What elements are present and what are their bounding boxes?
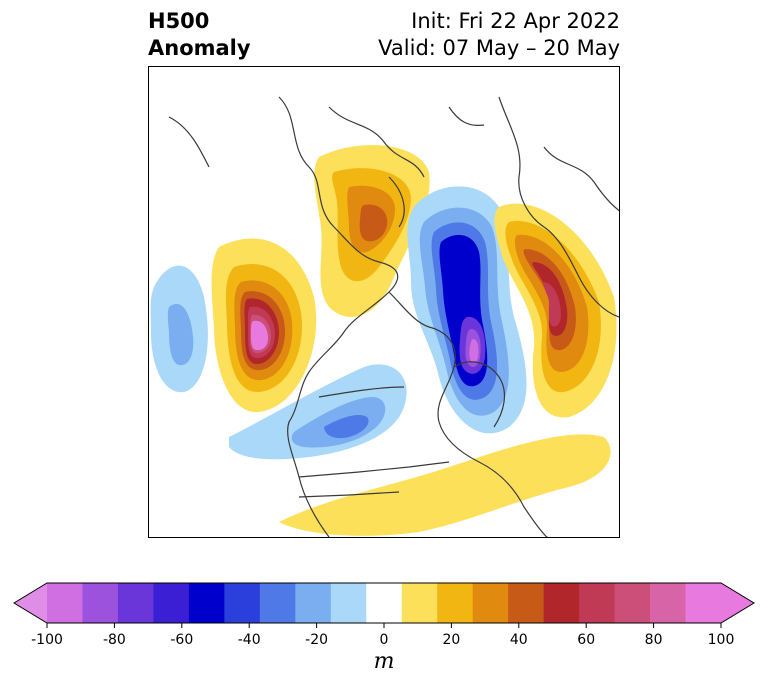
colorbar-bin bbox=[330, 583, 367, 623]
colorbar-bin bbox=[543, 583, 580, 623]
colorbar-tick-label: -60 bbox=[170, 632, 193, 648]
colorbar-tick-label: 20 bbox=[442, 632, 460, 648]
chart-title-right: Init: Fri 22 Apr 2022 Valid: 07 May – 20… bbox=[378, 8, 620, 62]
colorbar-ticks: -100 -80 -60 -40 -20 0 20 40 60 80 100 bbox=[31, 623, 734, 648]
valid-period: Valid: 07 May – 20 May bbox=[378, 36, 620, 60]
colorbar: -100 -80 -60 -40 -20 0 20 40 60 80 100 m bbox=[0, 580, 768, 680]
alaska-ridge bbox=[314, 145, 430, 317]
colorbar-tick-label: -40 bbox=[238, 632, 261, 648]
colorbar-tick-label: 40 bbox=[510, 632, 528, 648]
colorbar-bin bbox=[437, 583, 474, 623]
colorbar-bin bbox=[508, 583, 545, 623]
colorbar-tick-label: -80 bbox=[103, 632, 126, 648]
coastlines bbox=[168, 96, 619, 537]
colorbar-over-arrow bbox=[721, 583, 754, 623]
colorbar-bins bbox=[47, 583, 722, 623]
central-pacific-trough bbox=[150, 265, 208, 393]
colorbar-bin bbox=[259, 583, 296, 623]
colorbar-bin bbox=[224, 583, 261, 623]
colorbar-bin bbox=[614, 583, 651, 623]
colorbar-bin bbox=[295, 583, 332, 623]
pacific-ridge bbox=[211, 238, 317, 413]
colorbar-tick-label: 60 bbox=[577, 632, 595, 648]
colorbar-bin bbox=[579, 583, 616, 623]
colorbar-bin bbox=[366, 583, 403, 623]
colorbar-tick-label: -100 bbox=[31, 632, 63, 648]
arctic-trough bbox=[407, 186, 527, 434]
colorbar-under-arrow bbox=[14, 583, 47, 623]
colorbar-bin bbox=[47, 583, 83, 623]
colorbar-bin bbox=[472, 583, 509, 623]
colorbar-tick-label: 80 bbox=[645, 632, 663, 648]
colorbar-unit-label: m bbox=[374, 649, 395, 674]
colorbar-bin bbox=[685, 583, 722, 623]
europe-ridge bbox=[494, 203, 617, 418]
colorbar-tick-label: -20 bbox=[305, 632, 328, 648]
title-field: Anomaly bbox=[148, 36, 251, 60]
colorbar-svg: -100 -80 -60 -40 -20 0 20 40 60 80 100 m bbox=[13, 582, 755, 674]
title-variable: H500 bbox=[148, 9, 210, 33]
anomaly-map bbox=[150, 96, 619, 537]
colorbar-tick-label: 0 bbox=[380, 632, 389, 648]
chart-title-left: H500 Anomaly bbox=[148, 8, 251, 62]
colorbar-bin bbox=[117, 583, 154, 623]
init-date: Init: Fri 22 Apr 2022 bbox=[411, 9, 620, 33]
colorbar-tick-label: 100 bbox=[708, 632, 735, 648]
colorbar-bin bbox=[82, 583, 119, 623]
colorbar-bin bbox=[188, 583, 225, 623]
atlantic-ridge bbox=[279, 434, 611, 536]
colorbar-bin bbox=[401, 583, 438, 623]
colorbar-bin bbox=[153, 583, 190, 623]
canada-trough bbox=[229, 364, 407, 460]
map-panel bbox=[148, 66, 620, 538]
colorbar-bin bbox=[650, 583, 687, 623]
